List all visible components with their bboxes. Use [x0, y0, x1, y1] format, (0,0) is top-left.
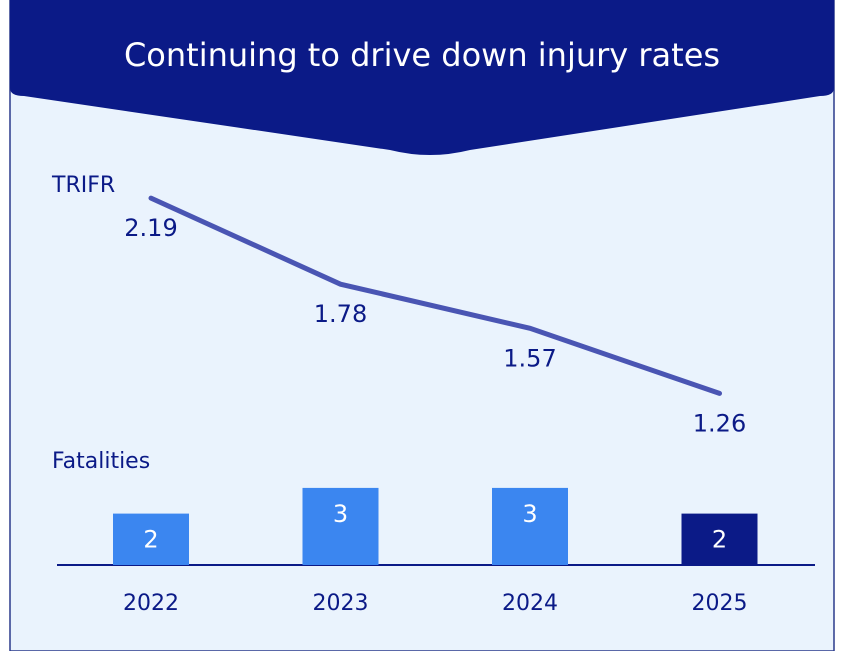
data-label: 2 [712, 526, 727, 554]
data-label: 2.19 [124, 214, 177, 242]
title-banner [10, 0, 834, 155]
data-label: 3 [333, 500, 348, 528]
data-label: 1.78 [314, 300, 367, 328]
bar [302, 487, 379, 565]
x-tick-label: 2022 [123, 591, 179, 616]
x-tick-label: 2025 [692, 591, 748, 616]
data-label: 2 [143, 526, 158, 554]
bar [113, 513, 189, 565]
series-label: TRIFR [51, 173, 115, 198]
bar [681, 513, 758, 565]
data-label: 1.26 [693, 409, 746, 437]
title: Continuing to drive down injury rates [124, 36, 720, 74]
data-label: 3 [522, 500, 537, 528]
series-label: Fatalities [52, 449, 150, 474]
data-label: 1.57 [503, 344, 556, 372]
x-tick-label: 2023 [313, 591, 369, 616]
bar [492, 487, 568, 565]
x-tick-label: 2024 [502, 591, 558, 616]
line [148, 195, 722, 396]
